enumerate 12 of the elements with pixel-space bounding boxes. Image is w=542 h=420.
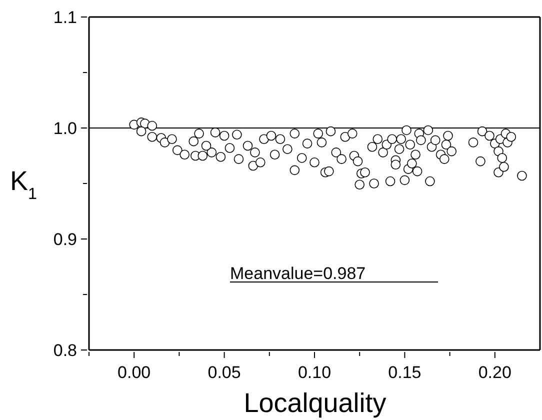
x-tick-label: 0.00	[118, 363, 151, 382]
y-tick-label: 1.1	[53, 8, 77, 27]
y-tick-label: 1.0	[53, 119, 77, 138]
y-tick-label: 0.8	[53, 341, 77, 360]
x-axis-title: Localquality	[244, 388, 387, 418]
annotation: Meanvalue=0.987	[230, 264, 366, 283]
y-tick-label: 0.9	[53, 230, 77, 249]
x-tick-label: 0.20	[478, 363, 512, 382]
x-tick-label: 0.10	[298, 363, 332, 382]
x-tick-label: 0.15	[388, 363, 422, 382]
x-tick-label: 0.05	[208, 363, 241, 382]
y-axis-title: K$_{1}$	[10, 166, 38, 203]
